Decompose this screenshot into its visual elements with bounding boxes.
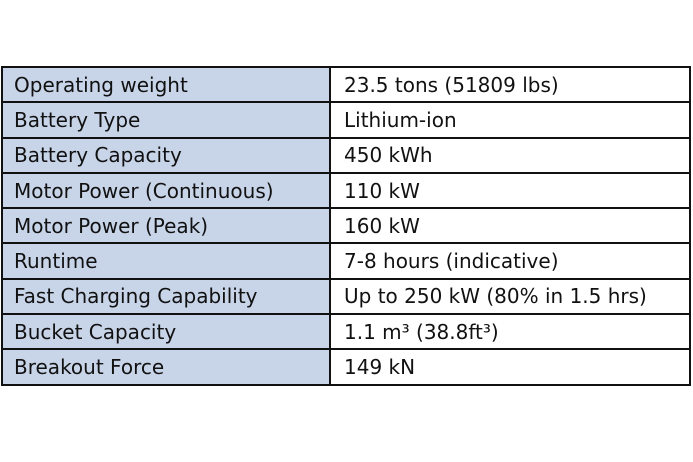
spec-value: 110 kW — [329, 171, 691, 210]
table-row: Bucket Capacity 1.1 m³ (38.8ft³) — [1, 313, 691, 351]
spec-label: Motor Power (Peak) — [1, 207, 331, 245]
table-row: Battery Capacity 450 kWh — [1, 136, 691, 174]
spec-label: Battery Capacity — [1, 136, 331, 174]
spec-value: Lithium-ion — [329, 101, 691, 139]
table-row: Motor Power (Continuous) 110 kW — [1, 171, 691, 210]
table-row: Motor Power (Peak) 160 kW — [1, 207, 691, 245]
spec-label: Bucket Capacity — [1, 313, 331, 351]
spec-value: 1.1 m³ (38.8ft³) — [329, 313, 691, 351]
table-row: Battery Type Lithium-ion — [1, 101, 691, 139]
table-row: Runtime 7-8 hours (indicative) — [1, 242, 691, 280]
table-row: Fast Charging Capability Up to 250 kW (80… — [1, 277, 691, 316]
spec-value: 23.5 tons (51809 lbs) — [329, 65, 691, 104]
spec-label: Motor Power (Continuous) — [1, 171, 331, 210]
spec-value: Up to 250 kW (80% in 1.5 hrs) — [329, 277, 691, 316]
table-row: Operating weight 23.5 tons (51809 lbs) — [1, 65, 691, 104]
spec-label: Breakout Force — [1, 348, 331, 386]
spec-label: Operating weight — [1, 65, 331, 104]
table-row: Breakout Force 149 kN — [1, 348, 691, 386]
spec-value: 7-8 hours (indicative) — [329, 242, 691, 280]
spec-label: Battery Type — [1, 101, 331, 139]
spec-table: Operating weight 23.5 tons (51809 lbs) Bat… — [1, 65, 691, 386]
spec-value: 160 kW — [329, 207, 691, 245]
spec-value: 149 kN — [329, 348, 691, 386]
spec-value: 450 kWh — [329, 136, 691, 174]
spec-label: Fast Charging Capability — [1, 277, 331, 316]
spec-label: Runtime — [1, 242, 331, 280]
